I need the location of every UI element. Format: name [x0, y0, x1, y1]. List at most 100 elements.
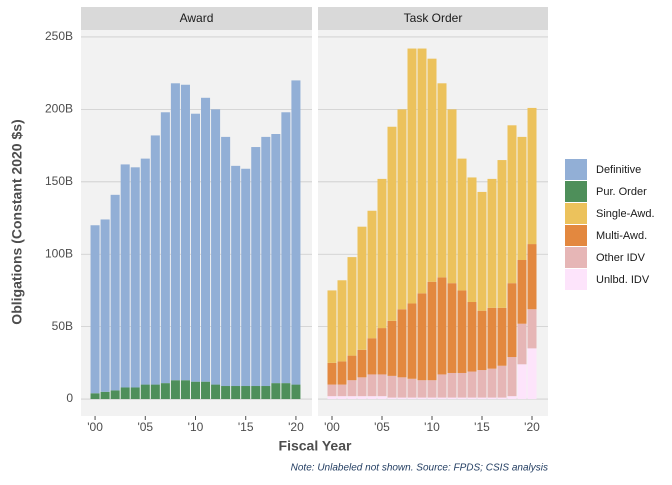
bar-segment [387, 375, 397, 398]
bar-segment [261, 136, 271, 387]
bar-segment [507, 357, 517, 397]
bar-segment [377, 396, 387, 400]
bar-segment [497, 397, 507, 400]
bar-segment [497, 365, 507, 398]
bar-segment [130, 167, 140, 388]
bar-segment [100, 391, 110, 400]
strip-title: Award [180, 11, 214, 25]
legend-label: Multi-Awd. [596, 230, 647, 242]
bar-segment [527, 244, 537, 310]
bar-segment [327, 290, 337, 363]
bar-segment [487, 307, 497, 369]
bar-segment [110, 390, 120, 400]
bar-segment [271, 133, 281, 384]
bar-segment [170, 380, 180, 400]
bar-segment [387, 126, 397, 321]
x-axis-label: Fiscal Year [279, 438, 352, 454]
bar-segment [347, 257, 357, 356]
bar-segment [457, 372, 467, 398]
bar-segment [437, 374, 447, 398]
x-tick-label: '00 [324, 420, 340, 434]
bar-segment [487, 397, 497, 400]
x-tick-label: '05 [137, 420, 153, 434]
bar-segment [387, 397, 397, 400]
bar-segment [447, 397, 457, 400]
bar-segment [527, 309, 537, 349]
y-axis-label: Obligations (Constant 2020 $s) [9, 119, 25, 324]
y-tick-label: 200B [45, 102, 73, 116]
y-tick-label: 0 [66, 391, 73, 405]
bar-segment [337, 384, 347, 397]
bar-segment [437, 83, 447, 278]
bar-segment [201, 97, 211, 382]
bar-segment [170, 83, 180, 381]
bar-segment [160, 383, 170, 400]
bar-segment [397, 397, 407, 400]
bar-segment [417, 48, 427, 294]
legend-key [565, 159, 587, 180]
bar-segment [160, 112, 170, 384]
bar-segment [517, 260, 527, 324]
bar-segment [527, 348, 537, 400]
bar-segment [497, 307, 507, 366]
x-tick-label: '05 [374, 420, 390, 434]
y-tick-label: 250B [45, 29, 73, 43]
bar-segment [427, 281, 437, 381]
bar-segment [407, 397, 417, 400]
bar-segment [90, 393, 100, 400]
bar-segment [357, 377, 367, 397]
bar-segment [467, 177, 477, 303]
bar-segment [467, 371, 477, 398]
bar-segment [417, 380, 427, 398]
bar-segment [367, 210, 377, 339]
bar-segment [211, 384, 221, 400]
bar-segment [120, 164, 130, 388]
bar-segment [407, 378, 417, 398]
bar-segment [467, 302, 477, 372]
x-tick-label: '15 [474, 420, 490, 434]
bar-segment [377, 178, 387, 329]
bar-segment [201, 381, 211, 400]
bar-segment [487, 368, 497, 398]
legend-key [565, 203, 587, 224]
bar-segment [517, 323, 527, 365]
bar-segment [347, 355, 357, 381]
bar-segment [367, 374, 377, 397]
bar-segment [291, 384, 301, 400]
bar-segment [231, 165, 241, 387]
bar-segment [507, 283, 517, 358]
bar-segment [327, 362, 337, 385]
bar-segment [180, 84, 190, 381]
legend-label: Pur. Order [596, 186, 647, 198]
bar-segment [397, 377, 407, 398]
bar-segment [357, 396, 367, 400]
bar-segment [477, 397, 487, 400]
bar-segment [90, 225, 100, 394]
bar-segment [407, 303, 417, 379]
bar-segment [221, 136, 231, 387]
note: Note: Unlabeled not shown. Source: FPDS;… [291, 463, 548, 474]
bar-segment [281, 383, 291, 400]
bar-segment [457, 158, 467, 291]
bar-segment [271, 383, 281, 400]
bar-segment [477, 370, 487, 398]
bar-segment [337, 396, 347, 400]
bar-segment [427, 58, 437, 282]
bar-segment [357, 349, 367, 378]
bar-segment [467, 397, 477, 400]
bar-segment [100, 219, 110, 392]
bar-segment [150, 384, 160, 400]
x-tick-label: '00 [87, 420, 103, 434]
x-tick-label: '20 [288, 420, 304, 434]
bar-segment [140, 384, 150, 400]
bar-segment [457, 290, 467, 373]
y-tick-label: 100B [45, 246, 73, 260]
bar-segment [281, 112, 291, 384]
bar-segment [241, 386, 251, 400]
bar-segment [367, 338, 377, 375]
bar-segment [261, 386, 271, 400]
bar-segment [251, 147, 261, 387]
bar-segment [517, 364, 527, 400]
x-tick-label: '10 [188, 420, 204, 434]
legend-label: Single-Awd. [596, 208, 655, 220]
